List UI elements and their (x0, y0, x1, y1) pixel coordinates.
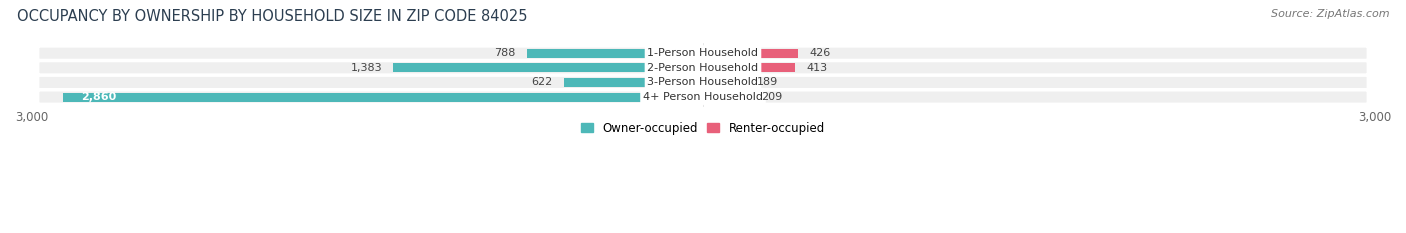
Bar (394, 63, 703, 72)
Legend: Owner-occupied, Renter-occupied: Owner-occupied, Renter-occupied (581, 122, 825, 135)
Text: 788: 788 (494, 48, 516, 58)
Text: 189: 189 (756, 77, 778, 87)
Bar (63, 93, 703, 102)
Text: 622: 622 (531, 77, 553, 87)
Text: Source: ZipAtlas.com: Source: ZipAtlas.com (1271, 9, 1389, 19)
Bar (703, 49, 799, 58)
Text: 1-Person Household: 1-Person Household (648, 48, 758, 58)
Bar (564, 78, 703, 87)
Text: 2-Person Household: 2-Person Household (647, 63, 759, 73)
Text: 2,860: 2,860 (82, 92, 117, 102)
Text: 3-Person Household: 3-Person Household (648, 77, 758, 87)
FancyBboxPatch shape (38, 61, 1368, 74)
Text: 413: 413 (807, 63, 828, 73)
Bar (527, 49, 703, 58)
Bar (703, 63, 796, 72)
FancyBboxPatch shape (38, 90, 1368, 104)
Text: 426: 426 (810, 48, 831, 58)
Text: 1,383: 1,383 (350, 63, 382, 73)
Text: 209: 209 (761, 92, 782, 102)
Bar (703, 93, 749, 102)
Text: 4+ Person Household: 4+ Person Household (643, 92, 763, 102)
Text: OCCUPANCY BY OWNERSHIP BY HOUSEHOLD SIZE IN ZIP CODE 84025: OCCUPANCY BY OWNERSHIP BY HOUSEHOLD SIZE… (17, 9, 527, 24)
Bar (703, 78, 745, 87)
FancyBboxPatch shape (38, 76, 1368, 89)
FancyBboxPatch shape (38, 47, 1368, 60)
